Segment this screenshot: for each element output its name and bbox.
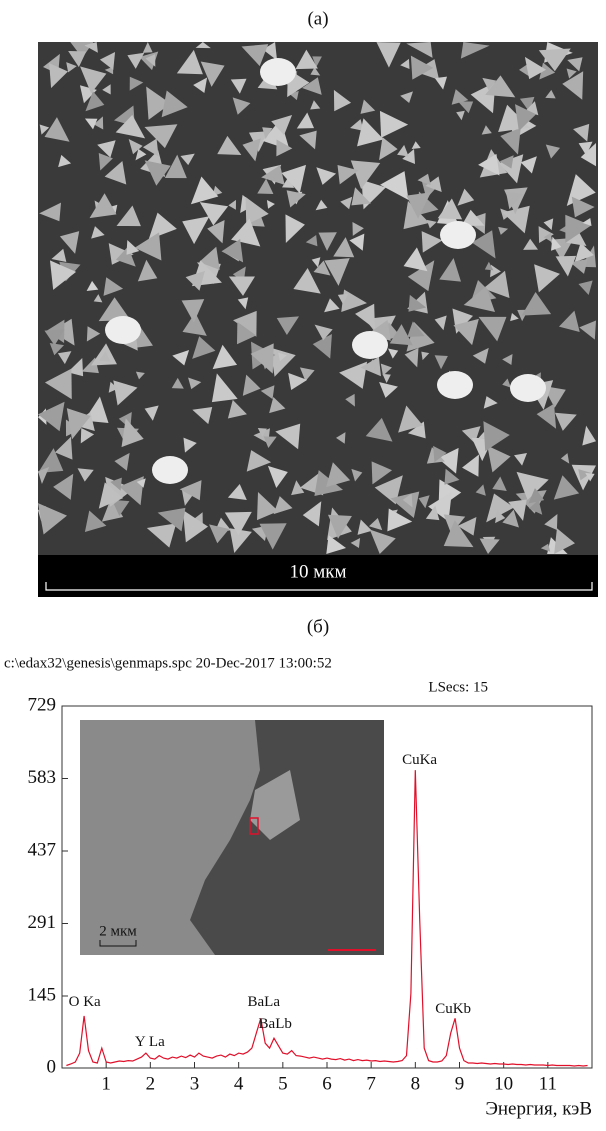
x-tick-label: 7	[366, 1073, 376, 1094]
panel-label: (б)	[307, 616, 329, 637]
bright-particle	[437, 371, 473, 399]
bright-particle	[260, 58, 296, 86]
bright-particle	[352, 331, 388, 359]
y-tick-label: 291	[28, 912, 57, 933]
x-tick-label: 3	[190, 1073, 200, 1094]
x-tick-label: 4	[234, 1073, 244, 1094]
y-tick-label: 437	[28, 839, 57, 860]
bright-particle	[440, 221, 476, 249]
y-tick-label: 0	[47, 1056, 57, 1077]
bright-particle	[152, 456, 188, 484]
x-tick-label: 5	[278, 1073, 288, 1094]
bright-particle	[510, 374, 546, 402]
spectrum-header: c:\edax32\genesis\genmaps.spc 20-Dec-201…	[4, 655, 332, 671]
bright-particle	[105, 316, 141, 344]
x-tick-label: 10	[494, 1073, 513, 1094]
peak-label: O Ka	[69, 994, 101, 1010]
peak-label: BaLa	[248, 994, 281, 1010]
y-tick-label: 729	[28, 694, 57, 715]
x-tick-label: 8	[411, 1073, 421, 1094]
x-tick-label: 11	[539, 1073, 557, 1094]
peak-label: Y La	[135, 1034, 165, 1050]
x-tick-label: 1	[101, 1073, 111, 1094]
peak-label: BaLb	[259, 1016, 292, 1032]
x-tick-label: 2	[146, 1073, 156, 1094]
scale-bar-label: 10 мкм	[289, 561, 346, 582]
y-tick-label: 145	[28, 984, 57, 1005]
spectrum-subheader: LSecs: 15	[428, 679, 488, 695]
panel-label: (a)	[307, 8, 328, 29]
inset-scale-label: 2 мкм	[99, 923, 137, 939]
y-tick-label: 583	[28, 767, 57, 788]
peak-label: CuKb	[435, 1001, 471, 1017]
x-tick-label: 9	[455, 1073, 465, 1094]
x-tick-label: 6	[322, 1073, 332, 1094]
peak-label: CuKa	[402, 752, 437, 768]
inset: 2 мкм	[80, 720, 384, 955]
x-axis-label: Энергия, кэВ	[485, 1098, 592, 1119]
figure: (a) 10 мкм (б) c:\edax32\genesis\genmaps…	[0, 0, 606, 1126]
